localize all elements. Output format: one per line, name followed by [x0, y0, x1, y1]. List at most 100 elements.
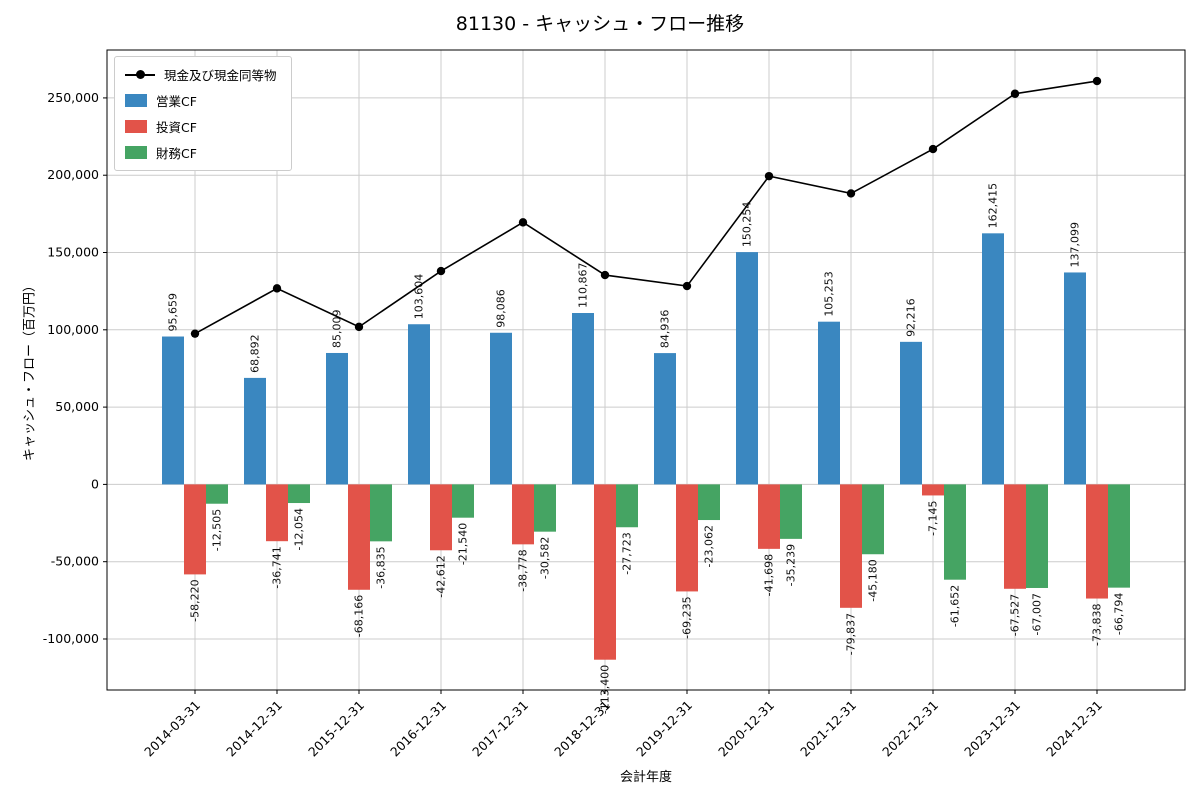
plot-border — [106, 49, 1186, 691]
bar — [162, 336, 184, 485]
axis-ticks — [103, 97, 1098, 694]
line-marker-icon — [125, 70, 155, 79]
svg-text:162,415: 162,415 — [987, 183, 1000, 229]
svg-text:-30,582: -30,582 — [539, 537, 552, 579]
svg-text:-36,741: -36,741 — [271, 546, 284, 588]
bar — [370, 484, 392, 542]
svg-text:150,254: 150,254 — [741, 202, 754, 248]
svg-text:2017-12-31: 2017-12-31 — [469, 698, 531, 760]
bar — [244, 377, 266, 485]
y-tick-labels: -100,000 -50,000 0 50,000 100,000 150,000 200,… — [43, 90, 99, 646]
svg-text:2014-03-31: 2014-03-31 — [141, 698, 203, 760]
svg-text:150,000: 150,000 — [47, 245, 99, 260]
svg-text:-67,007: -67,007 — [1031, 593, 1044, 635]
cash-line-marker — [272, 284, 282, 293]
operating-cf-swatch-icon — [125, 94, 147, 107]
svg-text:200,000: 200,000 — [47, 167, 99, 182]
bar — [206, 484, 228, 504]
y-axis-label: キャッシュ・フロー（百万円） — [22, 278, 38, 462]
bar — [512, 484, 534, 545]
bar — [1026, 484, 1048, 588]
svg-text:-69,235: -69,235 — [681, 596, 694, 638]
cash-equivalents-line — [194, 80, 1098, 335]
svg-text:50,000: 50,000 — [55, 399, 99, 414]
svg-text:2022-12-31: 2022-12-31 — [879, 698, 941, 760]
svg-text:-12,505: -12,505 — [211, 509, 224, 551]
svg-text:-68,166: -68,166 — [353, 595, 366, 637]
svg-text:68,892: 68,892 — [249, 334, 262, 373]
svg-text:250,000: 250,000 — [47, 90, 99, 105]
legend-item-investing-cf: 投資CF — [125, 117, 277, 136]
legend-item-cash: 現金及び現金同等物 — [125, 65, 277, 84]
svg-text:-27,723: -27,723 — [621, 532, 634, 574]
svg-text:103,604: 103,604 — [413, 274, 426, 320]
svg-text:100,000: 100,000 — [47, 322, 99, 337]
chart-title: 81130 - キャッシュ・フロー推移 — [455, 13, 745, 35]
svg-text:105,253: 105,253 — [823, 271, 836, 317]
bar — [616, 484, 638, 528]
svg-text:-36,835: -36,835 — [375, 546, 388, 588]
svg-text:-35,239: -35,239 — [785, 544, 798, 586]
svg-text:-100,000: -100,000 — [43, 631, 99, 646]
cash-line-marker — [764, 171, 774, 181]
svg-text:-66,794: -66,794 — [1113, 593, 1126, 635]
cash-line-marker — [1092, 76, 1102, 86]
svg-text:137,099: 137,099 — [1069, 222, 1082, 268]
svg-text:2019-12-31: 2019-12-31 — [633, 698, 695, 760]
line-dot-icon — [135, 70, 145, 79]
svg-text:0: 0 — [91, 476, 99, 491]
bar — [736, 252, 758, 485]
bar — [490, 332, 512, 485]
svg-text:-21,540: -21,540 — [457, 523, 470, 565]
bar — [900, 341, 922, 485]
bar — [654, 353, 676, 485]
svg-text:85,009: 85,009 — [331, 309, 344, 348]
bar — [348, 484, 370, 590]
svg-text:-67,527: -67,527 — [1009, 594, 1022, 636]
svg-text:-61,652: -61,652 — [949, 585, 962, 627]
bar-value-labels: 95,659 68,892 85,009 103,604 98,086 110,867 84… — [167, 183, 1126, 714]
x-tick-labels: 2014-03-31 2014-12-31 2015-12-31 2016-12-31… — [141, 698, 1105, 760]
bar — [408, 324, 430, 485]
legend-label-financing-cf: 財務CF — [156, 146, 197, 161]
bar-series-1 — [184, 484, 1108, 660]
investing-cf-swatch-icon — [125, 120, 147, 133]
cash-line-marker — [190, 329, 200, 338]
svg-text:-41,698: -41,698 — [763, 554, 776, 596]
svg-text:-113,400: -113,400 — [599, 665, 612, 714]
legend-label-investing-cf: 投資CF — [156, 120, 197, 135]
bar — [326, 352, 348, 485]
bar — [266, 484, 288, 542]
x-axis-label: 会計年度 — [619, 770, 672, 785]
bar — [676, 484, 698, 592]
svg-text:84,936: 84,936 — [659, 310, 672, 349]
bar — [430, 484, 452, 551]
bar — [1086, 484, 1108, 599]
svg-text:92,216: 92,216 — [905, 298, 918, 337]
svg-text:2016-12-31: 2016-12-31 — [387, 698, 449, 760]
svg-text:-58,220: -58,220 — [189, 579, 202, 621]
svg-text:2014-12-31: 2014-12-31 — [223, 698, 285, 760]
legend-label-operating-cf: 営業CF — [156, 94, 197, 109]
bar — [1004, 484, 1026, 589]
svg-text:95,659: 95,659 — [167, 293, 180, 332]
svg-text:2023-12-31: 2023-12-31 — [961, 698, 1023, 760]
bar — [534, 484, 556, 532]
bar — [452, 484, 474, 518]
bar — [780, 484, 802, 539]
svg-text:-79,837: -79,837 — [845, 613, 858, 655]
bar — [982, 233, 1004, 485]
bar — [594, 484, 616, 660]
bar — [758, 484, 780, 549]
svg-text:2018-12-31: 2018-12-31 — [551, 698, 613, 760]
svg-text:-7,145: -7,145 — [927, 500, 940, 535]
svg-text:2021-12-31: 2021-12-31 — [797, 698, 859, 760]
legend-item-operating-cf: 営業CF — [125, 91, 277, 110]
bar — [1108, 484, 1130, 588]
bar — [922, 484, 944, 496]
bar — [840, 484, 862, 608]
svg-text:98,086: 98,086 — [495, 289, 508, 328]
cash-line-marker — [354, 322, 364, 332]
svg-text:2020-12-31: 2020-12-31 — [715, 698, 777, 760]
